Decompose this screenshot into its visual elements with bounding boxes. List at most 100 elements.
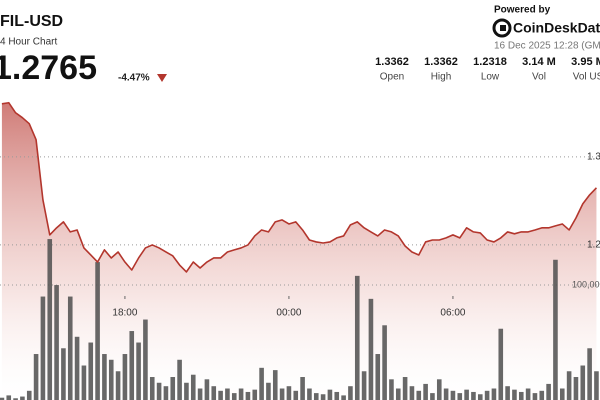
stat-label: Open — [380, 72, 404, 83]
volume-bar — [382, 325, 387, 400]
volume-bar — [286, 386, 292, 400]
volume-bar — [354, 275, 360, 400]
volume-bar — [204, 379, 210, 400]
volume-bar — [307, 388, 312, 400]
chart-title: FIL-USD — [0, 13, 63, 30]
volume-bar — [464, 389, 469, 400]
volume-bar — [594, 371, 599, 400]
volume-bar — [95, 262, 100, 400]
volume-bar — [375, 354, 381, 400]
volume-bar — [443, 388, 449, 400]
volume-bar — [20, 396, 25, 400]
volume-bar — [6, 395, 12, 400]
y-tick-label: 1.3 — [587, 151, 600, 162]
volume-bar — [170, 377, 176, 400]
volume-bar — [477, 394, 483, 400]
y-tick-label: 1.2 — [587, 240, 600, 251]
volume-bar — [553, 259, 558, 400]
volume-bar — [559, 388, 565, 400]
volume-bar — [587, 348, 592, 400]
volume-bar — [26, 390, 32, 400]
volume-bar — [61, 348, 66, 400]
volume-bar — [81, 365, 87, 400]
volume-bar — [279, 388, 285, 400]
volume-bar — [348, 386, 353, 400]
volume-bar — [231, 393, 237, 400]
timestamp: 16 Dec 2025 12:28 (GM — [494, 41, 600, 52]
stat-value: 3.14 M — [522, 56, 556, 68]
volume-bar — [272, 370, 278, 400]
x-tick-label: 06:00 — [440, 308, 465, 319]
volume-bar — [423, 383, 428, 400]
volume-bar — [184, 382, 189, 400]
volume-bar — [498, 328, 504, 400]
volume-bar — [402, 377, 408, 400]
volume-bar — [54, 285, 59, 400]
volume-bar — [430, 393, 435, 400]
volume-bar — [108, 359, 114, 400]
price-line — [1, 101, 598, 273]
volume-bar — [252, 389, 258, 400]
brand-name: CoinDeskDat — [513, 20, 600, 36]
volume-bar — [580, 365, 586, 400]
volume-bar — [67, 296, 73, 400]
volume-bar — [512, 389, 517, 400]
volume-bar — [122, 354, 128, 400]
stat-value: 1.3362 — [424, 56, 458, 68]
down-arrow — [157, 74, 167, 82]
volume-bar — [532, 393, 538, 400]
volume-bar — [115, 371, 121, 400]
price: 1.2765 — [0, 49, 97, 87]
stat-label: Vol US — [573, 72, 600, 83]
volume-bar — [341, 395, 346, 400]
volume-bar — [190, 374, 196, 400]
volume-bar — [197, 388, 203, 400]
volume-bar — [409, 386, 415, 400]
price-area — [1, 102, 597, 400]
stat-value: 3.95 M — [571, 56, 600, 68]
volume-bar — [539, 390, 545, 400]
volume-bar — [395, 388, 401, 400]
stats: 1.3362 Open 1.3362 High 1.2318 Low 3.14 M Vol 3.… — [375, 56, 600, 83]
volume-bar — [266, 382, 271, 400]
volume-bar — [518, 391, 524, 400]
volume-bar — [149, 377, 155, 400]
volume-bar — [484, 390, 490, 400]
stat-label: Low — [481, 72, 500, 83]
volume-bar — [238, 388, 244, 400]
stat-label: Vol — [532, 72, 546, 83]
volume-bar — [47, 239, 53, 400]
powered-by: Powered by — [494, 5, 551, 16]
volume-bar — [211, 386, 217, 400]
volume-bar — [143, 319, 148, 400]
volume-bar — [33, 354, 39, 400]
volume-bar — [156, 382, 162, 400]
brand-logo — [492, 18, 512, 38]
volume-bar — [74, 336, 80, 400]
volume-bar — [313, 393, 319, 400]
volume-bar — [13, 398, 18, 400]
volume-bar — [457, 393, 463, 400]
volume-bar — [40, 296, 46, 400]
volume-bar — [218, 390, 223, 400]
volume-bar — [471, 391, 476, 400]
chart-subtitle: 4 Hour Chart — [0, 37, 57, 48]
plot-area: 1.3 1.2 100,000 18:00 00:00 06:00 — [0, 101, 600, 400]
volume-bar — [129, 331, 135, 400]
volume-bar — [389, 379, 394, 400]
volume-bar — [300, 377, 305, 400]
volume-bar — [320, 394, 326, 400]
volume-bar — [436, 379, 442, 400]
price-change: -4.47% — [118, 73, 150, 84]
volume-bar — [573, 377, 579, 400]
x-tick-label: 18:00 — [112, 308, 137, 319]
stat-value: 1.2318 — [473, 56, 507, 68]
volume-bar — [361, 371, 367, 400]
stat-label: High — [431, 72, 452, 83]
volume-bar — [177, 359, 182, 400]
volume-bar — [88, 342, 94, 400]
volume-bar — [334, 391, 340, 400]
volume-bar — [368, 298, 374, 400]
volume-bar — [136, 342, 141, 400]
